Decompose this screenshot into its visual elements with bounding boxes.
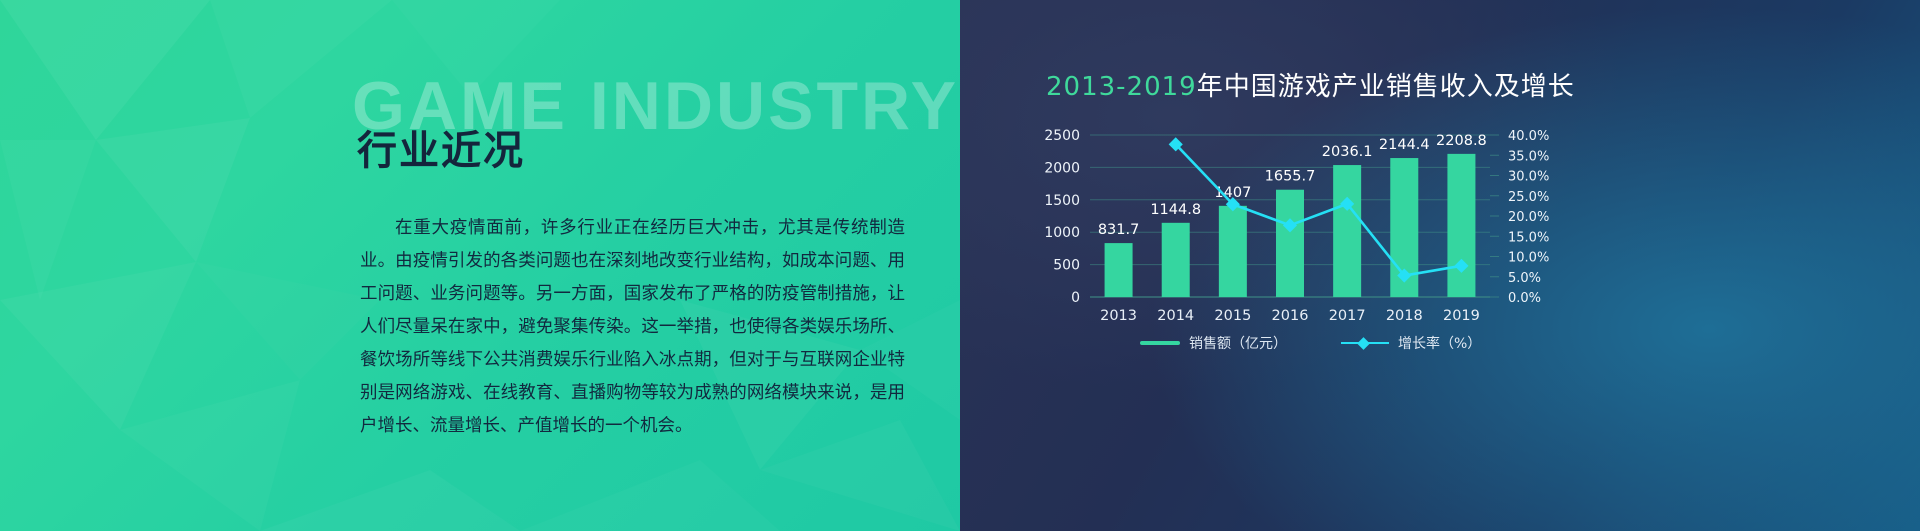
body-paragraph: 在重大疫情面前，许多行业正在经历巨大冲击，尤其是传统制造业。由疫情引发的各类问题… [360, 218, 905, 436]
svg-text:25.0%: 25.0% [1508, 190, 1549, 205]
svg-text:2000: 2000 [1044, 160, 1080, 176]
left-content-panel: GAME INDUSTRY 行业近况 在重大疫情面前，许多行业正在经历巨大冲击，… [0, 0, 960, 531]
svg-text:1144.8: 1144.8 [1150, 202, 1201, 218]
svg-text:1655.7: 1655.7 [1265, 169, 1316, 185]
chart-panel: 2013-2019年中国游戏产业销售收入及增长 0 500 1000 1500 2000… [960, 0, 1920, 531]
svg-text:2016: 2016 [1272, 308, 1309, 324]
svg-text:2014: 2014 [1157, 308, 1194, 324]
chart-title-text: 年中国游戏产业销售收入及增长 [1196, 72, 1575, 102]
legend-label-sales: 销售额（亿元） [1189, 336, 1287, 352]
svg-text:831.7: 831.7 [1098, 222, 1140, 238]
watermark-heading: GAME INDUSTRY [352, 68, 959, 144]
svg-text:15.0%: 15.0% [1508, 230, 1549, 245]
svg-text:2017: 2017 [1329, 308, 1366, 324]
svg-text:1500: 1500 [1044, 193, 1080, 209]
svg-text:35.0%: 35.0% [1508, 149, 1549, 164]
svg-text:2013: 2013 [1100, 308, 1137, 324]
page-title: 行业近况 [357, 128, 525, 174]
svg-text:0.0%: 0.0% [1508, 291, 1541, 306]
svg-text:0: 0 [1071, 290, 1080, 306]
legend-label-growth: 增长率（%） [1398, 336, 1482, 352]
svg-text:500: 500 [1053, 258, 1080, 274]
svg-text:2015: 2015 [1214, 308, 1251, 324]
legend-item-sales[interactable]: 销售额（亿元） [1140, 333, 1287, 353]
svg-text:2144.4: 2144.4 [1379, 137, 1430, 153]
chart-title: 2013-2019年中国游戏产业销售收入及增长 [1046, 66, 1575, 103]
combo-chart: 0 500 1000 1500 2000 2500 0.0% 5.0% 10.0% 15.0% 20… [1044, 128, 1549, 324]
svg-text:2500: 2500 [1044, 128, 1080, 144]
svg-text:2036.1: 2036.1 [1322, 144, 1373, 160]
svg-text:5.0%: 5.0% [1508, 271, 1541, 286]
line-swatch-icon [1341, 336, 1389, 350]
chart-canvas: 0 500 1000 1500 2000 2500 0.0% 5.0% 10.0% 15.0% 20… [960, 0, 1920, 531]
svg-text:30.0%: 30.0% [1508, 170, 1549, 185]
svg-text:1000: 1000 [1044, 225, 1080, 241]
svg-text:2208.8: 2208.8 [1436, 133, 1487, 149]
svg-text:2019: 2019 [1443, 308, 1480, 324]
bar-swatch-icon [1140, 341, 1180, 345]
legend-item-growth[interactable]: 增长率（%） [1341, 333, 1481, 353]
svg-text:10.0%: 10.0% [1508, 251, 1549, 266]
svg-text:20.0%: 20.0% [1508, 210, 1549, 225]
svg-text:1407: 1407 [1214, 185, 1251, 201]
chart-title-years: 2013-2019 [1046, 72, 1197, 102]
svg-text:2018: 2018 [1386, 308, 1423, 324]
chart-legend: 销售额（亿元） 增长率（%） [1140, 333, 1481, 353]
svg-text:40.0%: 40.0% [1508, 129, 1549, 144]
